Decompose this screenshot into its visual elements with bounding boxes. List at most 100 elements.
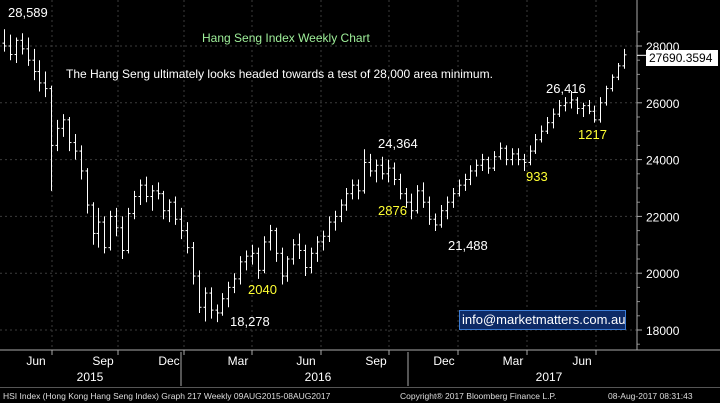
ohlc-bar: [2, 29, 7, 52]
ohlc-bar: [421, 182, 426, 208]
ohlc-bar: [215, 304, 220, 323]
ohlc-bar: [415, 185, 420, 214]
ohlc-bar: [43, 71, 48, 98]
footer-timestamp: 08-Aug-2017 08:31:43: [608, 391, 693, 401]
ohlc-bar: [581, 102, 586, 117]
ohlc-bar: [132, 190, 137, 220]
ohlc-bar: [55, 119, 60, 152]
y-tick-label: 20000: [646, 267, 680, 281]
ohlc-bar: [539, 125, 544, 143]
swing-label: 1217: [578, 127, 607, 142]
ohlc-bar: [262, 236, 267, 274]
ohlc-bar: [220, 293, 225, 316]
footer-security: HSI Index (Hong Kong Hang Seng Index) Gr…: [3, 391, 331, 401]
ohlc-bar: [191, 241, 196, 285]
x-tick-label: Jun: [572, 354, 591, 368]
ohlc-bar: [522, 153, 527, 171]
ohlc-bar: [492, 151, 497, 171]
ohlc-bar: [616, 63, 621, 81]
ohlc-bar: [374, 159, 379, 183]
ohlc-bar: [79, 145, 84, 180]
swing-label: 2040: [248, 282, 277, 297]
ohlc-bar: [197, 270, 202, 313]
y-tick-label: 24000: [646, 154, 680, 168]
ohlc-bar: [362, 149, 367, 194]
ohlc-bar: [232, 273, 237, 294]
ohlc-bar: [409, 193, 414, 220]
ohlc-bar: [167, 199, 172, 223]
swing-label: 2876: [378, 203, 407, 218]
ohlc-bar: [274, 227, 279, 262]
x-tick-label: Dec: [158, 354, 179, 368]
ohlc-bar: [392, 162, 397, 186]
ohlc-bar: [575, 97, 580, 115]
ohlc-bar: [179, 207, 184, 240]
ohlc-bar: [321, 230, 326, 251]
contact-email[interactable]: info@marketmatters.com.au: [462, 312, 626, 327]
ohlc-bar: [96, 207, 101, 248]
ohlc-bar: [533, 134, 538, 154]
x-year-label: 2017: [536, 370, 563, 384]
ohlc-bar: [73, 134, 78, 160]
ohlc-bar: [439, 205, 444, 228]
ohlc-bar: [49, 85, 54, 191]
ohlc-bar: [209, 287, 214, 319]
ohlc-bar: [268, 224, 273, 251]
chart-annotations: 28,589 18,278 24,364 21,488 26,416 2040 2876 93…: [8, 5, 646, 329]
ohlc-bar: [244, 250, 249, 271]
ohlc-bar: [156, 182, 161, 200]
ohlc-bar: [333, 210, 338, 231]
ohlc-bar: [592, 105, 597, 123]
ohlc-bar: [20, 33, 25, 55]
last-price-badge: 27690.3594: [646, 50, 718, 66]
ohlc-bar: [315, 236, 320, 262]
ohlc-bar: [468, 165, 473, 186]
level-label: 21,488: [448, 238, 488, 253]
level-label: 24,364: [378, 136, 418, 151]
ohlc-bar: [350, 179, 355, 200]
ohlc-bar: [161, 190, 166, 220]
ohlc-bar: [504, 145, 509, 166]
ohlc-bar: [480, 153, 485, 171]
ohlc-bar: [291, 239, 296, 265]
ohlc-bar: [238, 256, 243, 285]
ohlc-bar: [85, 168, 90, 214]
ohlc-bar: [144, 176, 149, 203]
ohlc-bar: [8, 34, 13, 61]
x-year-label: 2015: [77, 370, 104, 384]
ohlc-bar: [356, 179, 361, 200]
ohlc-bar: [427, 196, 432, 225]
ohlc-bar: [551, 108, 556, 129]
ohlc-bar: [398, 173, 403, 200]
level-label: 28,589: [8, 5, 48, 20]
ohlc-bar: [37, 60, 42, 92]
ohlc-bar: [598, 97, 603, 123]
ohlc-bar: [309, 247, 314, 274]
level-label: 18,278: [230, 314, 270, 329]
x-axis: Jun Sep Dec Mar Jun Sep Dec Mar Jun 2015 2016 2017: [0, 349, 720, 386]
ohlc-bar: [563, 97, 568, 112]
ohlc-bar: [91, 202, 96, 245]
ohlc-bar: [173, 196, 178, 225]
ohlc-bar: [451, 188, 456, 208]
ohlc-bar: [303, 244, 308, 277]
ohlc-bar: [120, 216, 125, 259]
ohlc-bar: [61, 114, 66, 137]
ohlc-bar: [339, 199, 344, 223]
ohlc-bar: [610, 74, 615, 92]
chart-title: Hang Seng Index Weekly Chart: [202, 31, 370, 45]
ohlc-bars: [2, 29, 627, 323]
ohlc-bar: [250, 244, 255, 265]
ohlc-bar: [203, 287, 208, 322]
ohlc-bar: [557, 99, 562, 117]
ohlc-bar: [138, 179, 143, 206]
ohlc-bar: [226, 281, 231, 308]
x-tick-label: Sep: [365, 354, 387, 368]
ohlc-bar: [344, 188, 349, 211]
x-year-label: 2016: [305, 370, 332, 384]
ohlc-bar: [545, 117, 550, 135]
ohlc-bar: [297, 233, 302, 259]
ohlc-bar: [185, 222, 190, 254]
